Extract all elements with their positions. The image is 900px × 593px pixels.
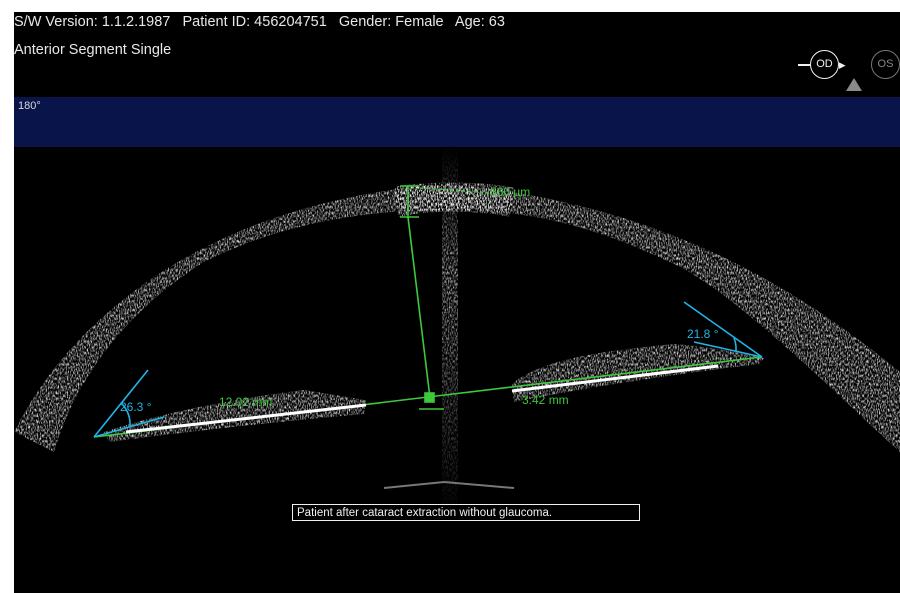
iris-plane-lines [125, 364, 719, 434]
warning-triangle-icon [846, 78, 862, 91]
anterior-segment-scan-image [14, 147, 900, 517]
iris-left [104, 390, 366, 442]
od-indicator-line [798, 64, 810, 66]
scan-angle-band: 180° [14, 97, 900, 147]
od-eye-button[interactable]: OD [810, 50, 839, 79]
os-eye-button[interactable]: OS [871, 50, 900, 79]
central-reflex-artifact [442, 147, 458, 517]
angle-overlay [93, 301, 763, 438]
left-angle-label: 26.3 ° [120, 400, 152, 414]
arrow-right-icon: ▸ [839, 57, 846, 72]
cornea-tissue [14, 184, 900, 452]
scan-angle-label: 180° [18, 100, 41, 112]
lens-reflection [383, 480, 515, 489]
oct-scan-viewport: S/W Version: 1.1.2.1987 Patient ID: 4562… [14, 12, 900, 593]
patient-info-header: S/W Version: 1.1.2.1987 Patient ID: 4562… [14, 14, 505, 30]
scan-type-label: Anterior Segment Single [14, 42, 172, 58]
central-corneal-thickness-label: 560 µm [490, 185, 531, 199]
right-angle-label: 21.8 ° [687, 327, 719, 341]
iris-right [512, 344, 764, 402]
image-caption: Patient after cataract extraction withou… [292, 504, 640, 521]
right-distance-label: 3.42 mm [522, 393, 569, 407]
left-distance-label: 12.02 mm [219, 395, 273, 409]
measurement-overlay [93, 185, 763, 438]
